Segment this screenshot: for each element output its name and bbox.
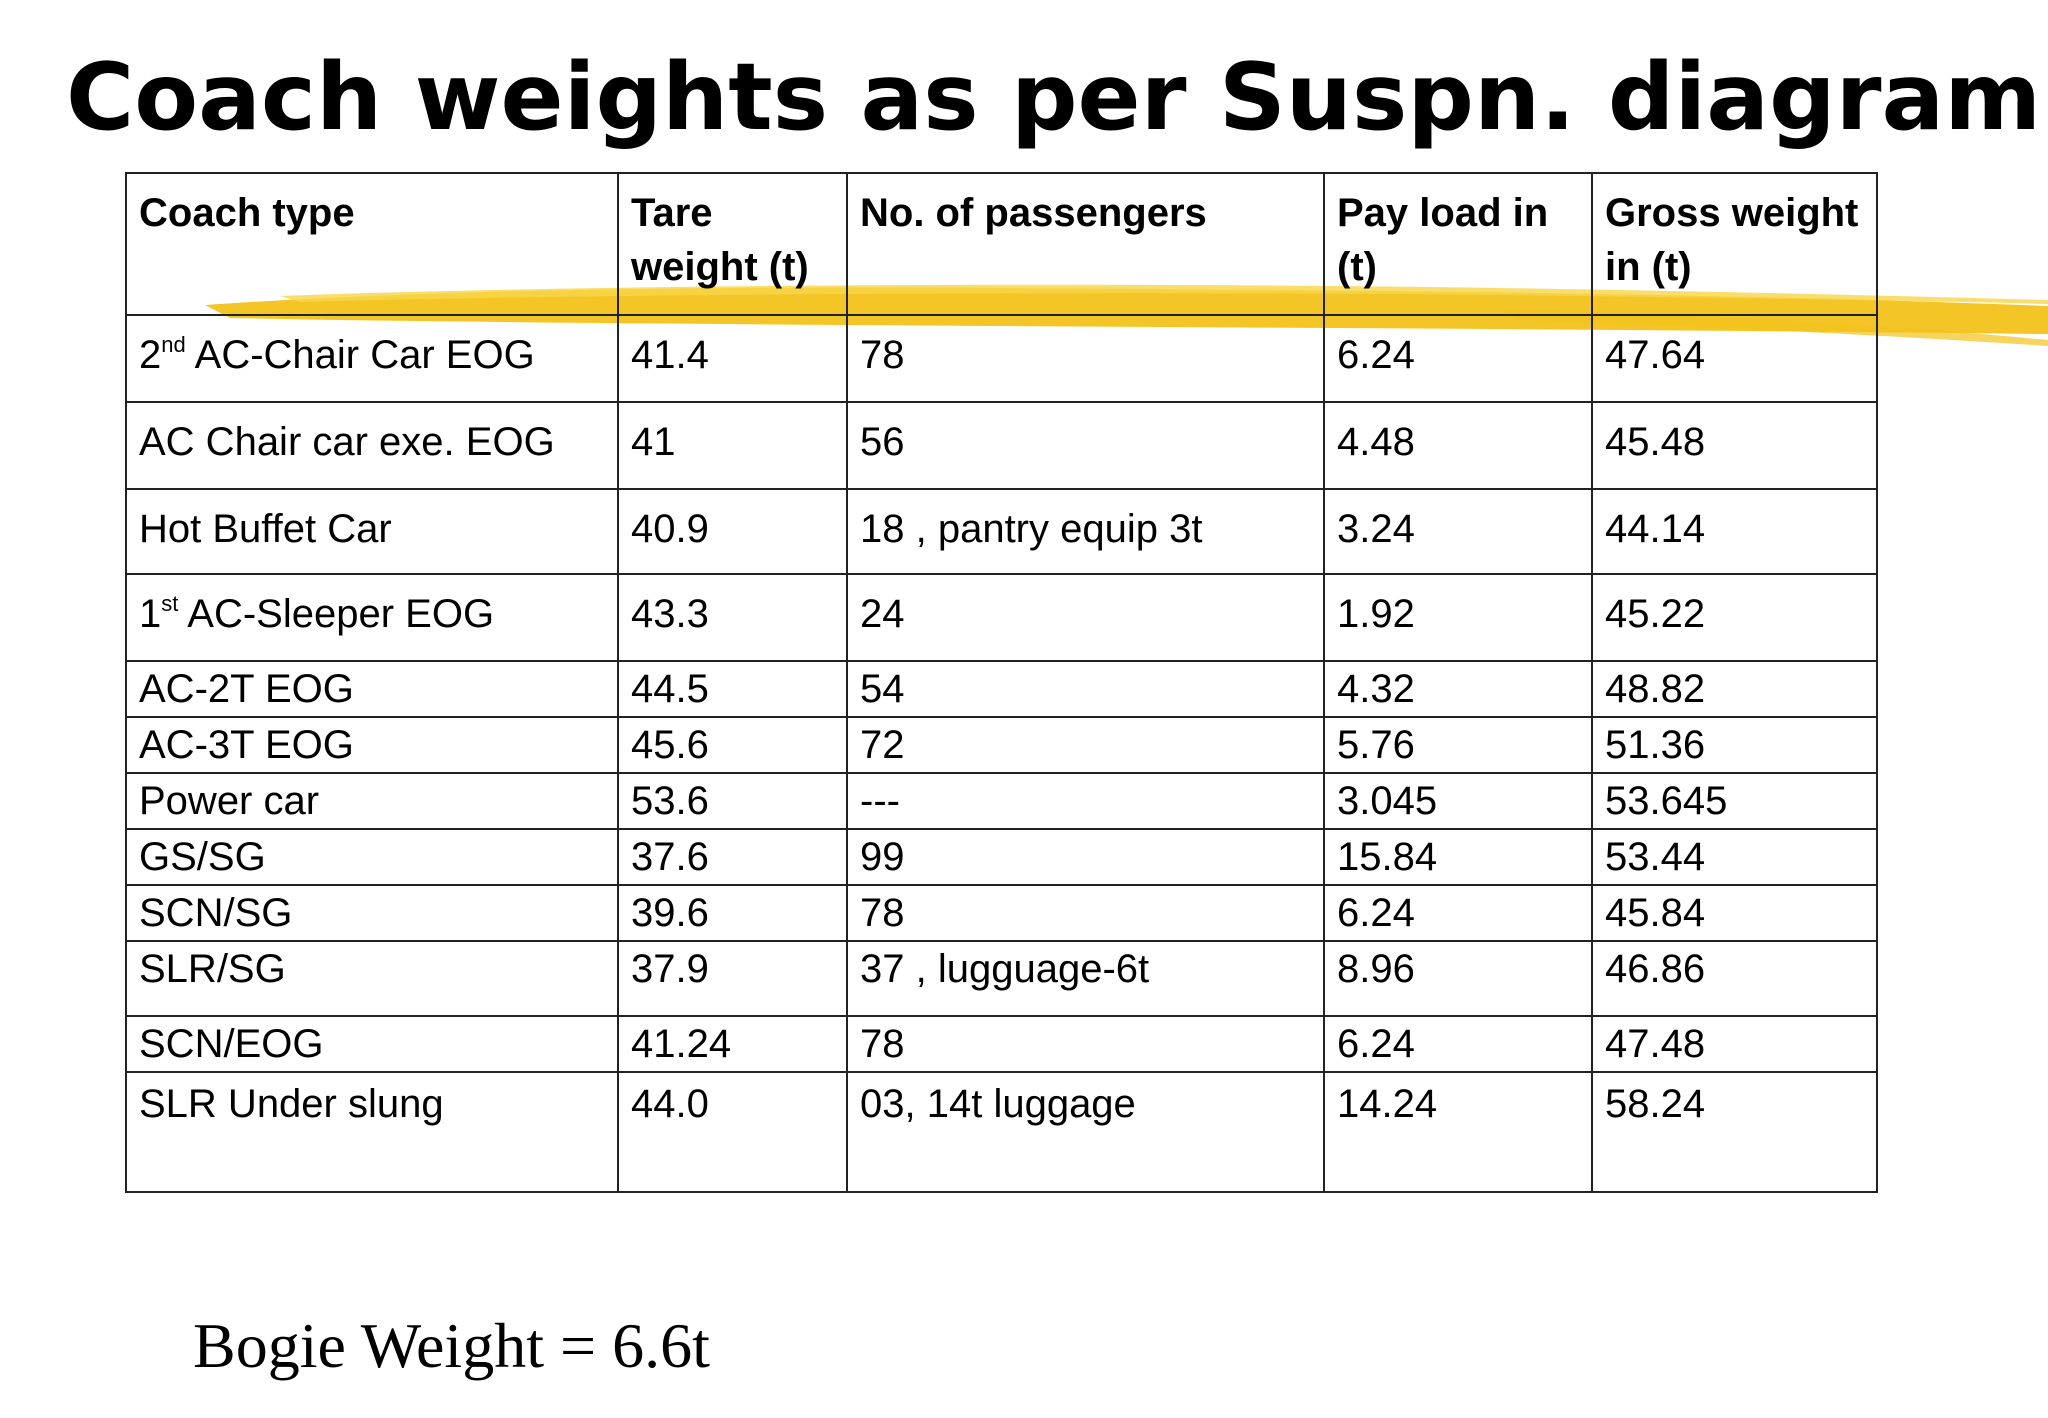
payload-cell: 8.96	[1323, 940, 1593, 1017]
payload-cell: 3.045	[1323, 772, 1593, 830]
coach-type-name: AC-Chair Car EOG	[185, 333, 535, 377]
gross-cell: 46.86	[1591, 940, 1878, 1017]
tare-cell: 45.6	[617, 716, 848, 774]
gross-cell: 53.645	[1591, 772, 1878, 830]
tare-cell: 40.9	[617, 488, 848, 575]
table-row: SCN/EOG 41.24 78 6.24 47.48	[125, 1015, 1878, 1073]
passengers-cell: 72	[846, 716, 1325, 774]
coach-type-cell: Power car	[125, 772, 619, 830]
header-gross-weight: Gross weight in (t)	[1591, 172, 1878, 316]
table-row: 2nd AC-Chair Car EOG 41.4 78 6.24 47.64	[125, 314, 1878, 403]
payload-cell: 4.32	[1323, 660, 1593, 718]
table-row: SLR/SG 37.9 37 , lugguage-6t 8.96 46.86	[125, 940, 1878, 1017]
coach-type-cell: AC-2T EOG	[125, 660, 619, 718]
coach-type-cell: SCN/SG	[125, 884, 619, 942]
coach-type-cell: 2nd AC-Chair Car EOG	[125, 314, 619, 403]
coach-type-cell: SCN/EOG	[125, 1015, 619, 1073]
table-row: AC-2T EOG 44.5 54 4.32 48.82	[125, 660, 1878, 718]
header-coach-type: Coach type	[125, 172, 619, 316]
table-row: SLR Under slung 44.0 03, 14t luggage 14.…	[125, 1071, 1878, 1193]
tare-cell: 44.0	[617, 1071, 848, 1193]
passengers-cell: ---	[846, 772, 1325, 830]
passengers-cell: 99	[846, 828, 1325, 886]
passengers-cell: 78	[846, 1015, 1325, 1073]
payload-cell: 4.48	[1323, 401, 1593, 490]
table-row: Hot Buffet Car 40.9 18 , pantry equip 3t…	[125, 488, 1878, 575]
header-passengers: No. of passengers	[846, 172, 1325, 316]
gross-cell: 44.14	[1591, 488, 1878, 575]
gross-cell: 45.22	[1591, 573, 1878, 662]
payload-cell: 6.24	[1323, 314, 1593, 403]
table-row: 1st AC-Sleeper EOG 43.3 24 1.92 45.22	[125, 573, 1878, 662]
table-row: Power car 53.6 --- 3.045 53.645	[125, 772, 1878, 830]
passengers-cell: 24	[846, 573, 1325, 662]
coach-type-cell: SLR/SG	[125, 940, 619, 1017]
coach-type-prefix: 1	[139, 592, 162, 636]
table-row: SCN/SG 39.6 78 6.24 45.84	[125, 884, 1878, 942]
tare-cell: 53.6	[617, 772, 848, 830]
payload-cell: 6.24	[1323, 1015, 1593, 1073]
payload-cell: 5.76	[1323, 716, 1593, 774]
gross-cell: 58.24	[1591, 1071, 1878, 1193]
table-header-row: Coach type Tare weight (t) No. of passen…	[125, 172, 1878, 316]
passengers-cell: 56	[846, 401, 1325, 490]
header-tare-weight: Tare weight (t)	[617, 172, 848, 316]
ordinal-suffix: nd	[161, 332, 186, 357]
coach-type-cell: GS/SG	[125, 828, 619, 886]
passengers-cell: 78	[846, 314, 1325, 403]
ordinal-suffix: st	[161, 591, 179, 616]
coach-type-cell: SLR Under slung	[125, 1071, 619, 1193]
coach-weights-table: Coach type Tare weight (t) No. of passen…	[125, 172, 1878, 1193]
bogie-weight-note: Bogie Weight = 6.6t	[193, 1310, 710, 1381]
table-row: GS/SG 37.6 99 15.84 53.44	[125, 828, 1878, 886]
tare-cell: 37.6	[617, 828, 848, 886]
table-row: AC Chair car exe. EOG 41 56 4.48 45.48	[125, 401, 1878, 490]
payload-cell: 1.92	[1323, 573, 1593, 662]
payload-cell: 3.24	[1323, 488, 1593, 575]
coach-type-name: AC-Sleeper EOG	[178, 592, 495, 636]
payload-cell: 15.84	[1323, 828, 1593, 886]
table-row: AC-3T EOG 45.6 72 5.76 51.36	[125, 716, 1878, 774]
tare-cell: 41.4	[617, 314, 848, 403]
slide-title: Coach weights as per Suspn. diagram	[66, 43, 2042, 151]
passengers-cell: 18 , pantry equip 3t	[846, 488, 1325, 575]
coach-type-cell: Hot Buffet Car	[125, 488, 619, 575]
tare-cell: 39.6	[617, 884, 848, 942]
passengers-cell: 03, 14t luggage	[846, 1071, 1325, 1193]
tare-cell: 41	[617, 401, 848, 490]
tare-cell: 43.3	[617, 573, 848, 662]
payload-cell: 14.24	[1323, 1071, 1593, 1193]
gross-cell: 47.64	[1591, 314, 1878, 403]
coach-type-cell: 1st AC-Sleeper EOG	[125, 573, 619, 662]
coach-type-cell: AC-3T EOG	[125, 716, 619, 774]
passengers-cell: 78	[846, 884, 1325, 942]
payload-cell: 6.24	[1323, 884, 1593, 942]
passengers-cell: 54	[846, 660, 1325, 718]
passengers-cell: 37 , lugguage-6t	[846, 940, 1325, 1017]
gross-cell: 45.48	[1591, 401, 1878, 490]
gross-cell: 45.84	[1591, 884, 1878, 942]
coach-type-prefix: 2	[139, 333, 162, 377]
coach-type-cell: AC Chair car exe. EOG	[125, 401, 619, 490]
header-pay-load: Pay load in (t)	[1323, 172, 1593, 316]
tare-cell: 44.5	[617, 660, 848, 718]
tare-cell: 41.24	[617, 1015, 848, 1073]
gross-cell: 53.44	[1591, 828, 1878, 886]
gross-cell: 48.82	[1591, 660, 1878, 718]
gross-cell: 51.36	[1591, 716, 1878, 774]
gross-cell: 47.48	[1591, 1015, 1878, 1073]
tare-cell: 37.9	[617, 940, 848, 1017]
